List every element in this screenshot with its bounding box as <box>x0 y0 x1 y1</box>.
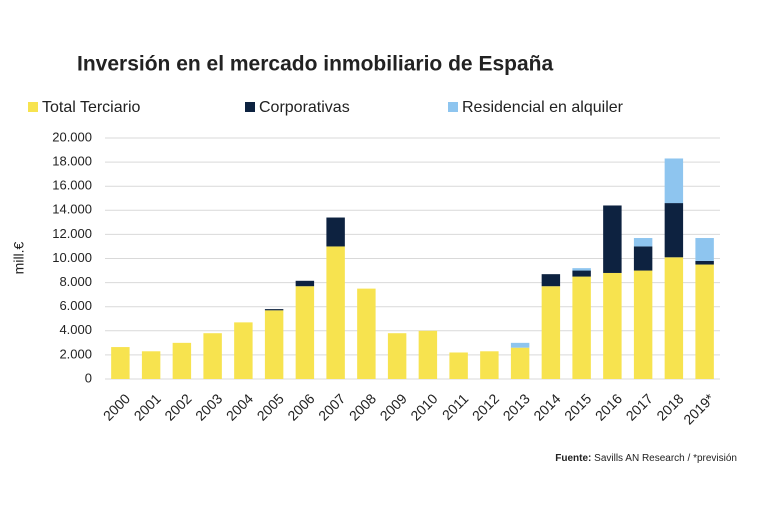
bar-segment <box>603 272 622 379</box>
bar-segment <box>326 217 345 247</box>
bar-segment <box>603 205 622 273</box>
bar-segment <box>572 268 591 271</box>
x-tick-label: 2014 <box>530 390 563 423</box>
x-tick-label: 2006 <box>284 390 317 423</box>
y-tick-label: 4.000 <box>59 322 92 337</box>
bar-segment <box>541 274 561 287</box>
legend-label: Residencial en alquiler <box>462 99 624 116</box>
y-tick-label: 0 <box>85 370 92 385</box>
x-tick-label: 2009 <box>377 390 410 423</box>
legend-swatch <box>448 102 458 112</box>
y-tick-label: 20.000 <box>52 129 92 144</box>
bar-segment <box>633 270 653 379</box>
x-tick-label: 2008 <box>346 390 379 423</box>
y-tick-label: 18.000 <box>52 154 92 169</box>
legend-label: Total Terciario <box>42 99 141 116</box>
legend-swatch <box>28 102 38 112</box>
bar-segment <box>326 246 345 379</box>
bar-segment <box>541 286 561 379</box>
bar-segment <box>387 333 407 379</box>
x-tick-label: 2005 <box>254 390 287 423</box>
bar-segment <box>664 257 684 379</box>
bar-segment <box>480 351 499 379</box>
legend-swatch <box>245 102 255 112</box>
bar-segment <box>141 351 161 379</box>
y-tick-label: 12.000 <box>52 226 92 241</box>
source-text: Savills AN Research / *previsión <box>594 453 737 464</box>
bar-segment <box>357 288 376 379</box>
bar-segment <box>664 158 684 204</box>
bar-segment <box>111 347 130 379</box>
bar-segment <box>695 264 714 379</box>
x-tick-label: 2016 <box>592 390 625 423</box>
bar-segment <box>234 322 253 379</box>
bar-segment <box>295 280 315 287</box>
y-tick-label: 14.000 <box>52 202 92 217</box>
bar-segment <box>510 342 530 348</box>
y-tick-label: 10.000 <box>52 250 92 265</box>
bar-segment <box>572 270 591 277</box>
y-tick-label: 16.000 <box>52 178 92 193</box>
x-tick-label: 2017 <box>623 390 656 423</box>
source: Fuente: Savills AN Research / *previsión <box>555 453 737 464</box>
bar-segment <box>633 238 653 247</box>
y-tick-label: 8.000 <box>59 274 92 289</box>
y-tick-label: 2.000 <box>59 346 92 361</box>
x-tick-label: 2019* <box>680 390 718 428</box>
bar-segment <box>695 238 714 261</box>
x-tick-label: 2010 <box>407 390 440 423</box>
y-tick-label: 6.000 <box>59 298 92 313</box>
x-tick-label: 2007 <box>315 390 348 423</box>
x-tick-label: 2012 <box>469 390 502 423</box>
x-tick-label: 2000 <box>100 390 133 423</box>
x-tick-label: 2015 <box>561 390 594 423</box>
bar-segment <box>264 310 284 379</box>
bar-segment <box>203 333 222 379</box>
bar-segment <box>510 347 530 379</box>
x-tick-label: 2004 <box>223 390 256 423</box>
x-tick-label: 2003 <box>192 390 225 423</box>
bar-segment <box>295 286 315 379</box>
x-tick-label: 2002 <box>161 390 194 423</box>
bar-segment <box>264 309 284 311</box>
x-tick-label: 2013 <box>500 390 533 423</box>
y-axis-label: mill.€ <box>11 241 27 274</box>
source-label: Fuente: <box>555 453 591 464</box>
legend-label: Corporativas <box>259 99 350 116</box>
bar-segment <box>418 330 438 379</box>
bar-segment <box>695 260 714 265</box>
bar-segment <box>572 276 591 379</box>
x-tick-label: 2001 <box>131 390 164 423</box>
bar-segment <box>664 203 684 258</box>
bar-segment <box>172 342 192 379</box>
chart-title: Inversión en el mercado inmobiliario de … <box>77 53 553 76</box>
bar-segment <box>633 246 653 271</box>
bar-segment <box>449 352 468 379</box>
x-tick-label: 2011 <box>439 390 472 423</box>
